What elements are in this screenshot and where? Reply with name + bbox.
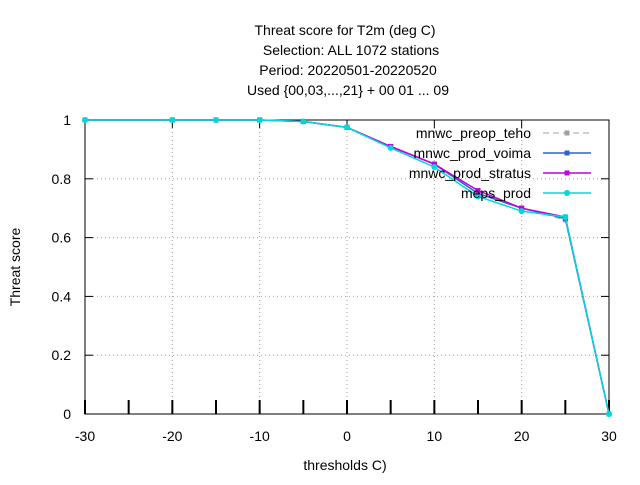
chart-title: Threat score for T2m (deg C) Selection: … <box>247 22 449 98</box>
title-line-3: Period: 20220501-20220520 <box>259 62 437 78</box>
data-point-meps_prod <box>387 144 394 151</box>
x-tick-label: -20 <box>162 428 182 444</box>
x-tick-label: 10 <box>427 428 443 444</box>
data-point-meps_prod <box>300 118 307 125</box>
y-tick-label: 0.8 <box>52 171 72 187</box>
data-point-mnwc_prod_stratus <box>475 188 481 194</box>
legend-label-mnwc_prod_voima: mnwc_prod_voima <box>414 145 532 161</box>
x-tick-label: 0 <box>343 428 351 444</box>
x-tick-label: 30 <box>601 428 617 444</box>
data-point-meps_prod <box>82 117 88 123</box>
data-point-meps_prod <box>518 208 525 215</box>
legend-label-mnwc_preop_teho: mnwc_preop_teho <box>416 125 531 141</box>
series-lines <box>82 117 612 417</box>
y-axis-label: Threat score <box>7 227 23 306</box>
data-point-meps_prod <box>562 214 569 221</box>
data-point-meps_prod <box>475 193 481 200</box>
title-line-2: Selection: ALL 1072 stations <box>263 42 439 58</box>
axis-ticks: -30 -20 -10 0 10 20 30 0 0.2 0.4 0.6 0.8 1 <box>52 112 617 444</box>
y-tick-label: 0.6 <box>52 230 72 246</box>
x-tick-label: -30 <box>75 428 95 444</box>
data-point-meps_prod <box>431 164 438 171</box>
series-line-meps_prod <box>85 119 610 415</box>
x-axis-label: thresholds C) <box>303 457 386 473</box>
y-tick-label: 0.4 <box>52 288 72 304</box>
legend-marker-mnwc_prod_stratus <box>564 170 570 176</box>
x-tick-label: -10 <box>250 428 270 444</box>
data-point-meps_prod <box>606 411 612 417</box>
data-point-meps_prod <box>344 124 350 131</box>
data-point-meps_prod <box>169 117 176 123</box>
legend-label-mnwc_prod_stratus: mnwc_prod_stratus <box>409 165 531 181</box>
legend: mnwc_preop_teho mnwc_prod_voima mnwc_prod_… <box>409 125 591 201</box>
y-tick-label: 0.2 <box>52 347 72 363</box>
y-tick-label: 0 <box>63 406 71 422</box>
title-line-4: Used {00,03,...,21} + 00 01 ... 09 <box>247 82 449 98</box>
data-point-meps_prod <box>213 117 219 123</box>
legend-label-meps_prod: meps_prod <box>461 185 531 201</box>
data-point-meps_prod <box>256 117 263 123</box>
title-line-1: Threat score for T2m (deg C) <box>254 22 435 38</box>
legend-marker-meps_prod <box>564 190 570 196</box>
legend-marker-mnwc_preop_teho <box>564 130 570 136</box>
x-tick-label: 20 <box>514 428 530 444</box>
legend-marker-mnwc_prod_voima <box>564 150 570 156</box>
y-tick-label: 1 <box>63 112 71 128</box>
